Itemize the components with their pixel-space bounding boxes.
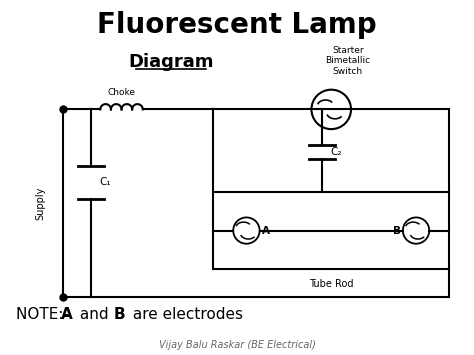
Text: A: A <box>262 225 270 236</box>
Text: Choke: Choke <box>108 88 136 97</box>
Text: B: B <box>393 225 401 236</box>
Text: C₂: C₂ <box>330 147 342 157</box>
Text: A: A <box>61 307 73 322</box>
Text: B: B <box>114 307 125 322</box>
Text: Supply: Supply <box>35 187 45 220</box>
Text: Starter
Bimetallic
Switch: Starter Bimetallic Switch <box>325 46 370 76</box>
Text: NOTE:-: NOTE:- <box>16 307 78 322</box>
Text: Tube Rod: Tube Rod <box>309 279 354 289</box>
Text: are electrodes: are electrodes <box>128 307 243 322</box>
Text: Vijay Balu Raskar (BE Electrical): Vijay Balu Raskar (BE Electrical) <box>159 340 315 350</box>
Text: C₁: C₁ <box>100 177 111 187</box>
Text: Diagram: Diagram <box>128 53 214 71</box>
Text: and: and <box>75 307 114 322</box>
Text: Fluorescent Lamp: Fluorescent Lamp <box>97 11 377 39</box>
